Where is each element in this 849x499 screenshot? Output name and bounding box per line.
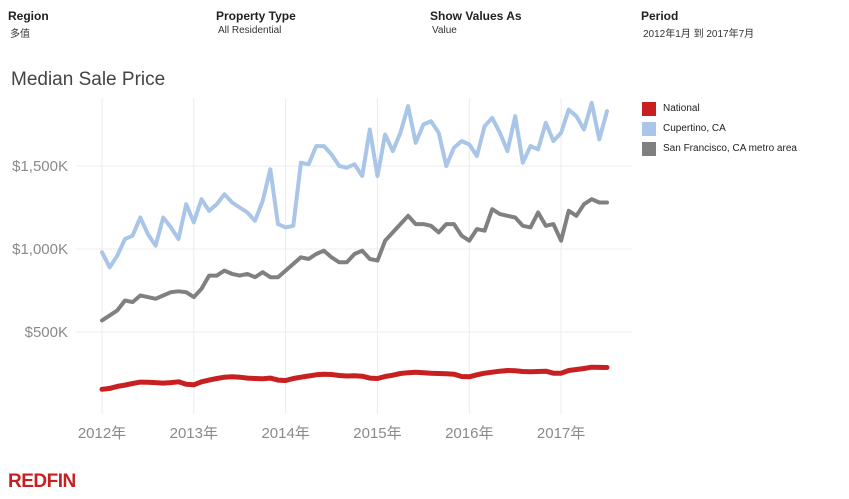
filter-bar: Region 多值 Property Type All Residential … (0, 0, 849, 40)
legend-swatch-san-francisco (642, 142, 656, 156)
period-filter-value[interactable]: 2012年1月 到 2017年7月 (643, 29, 755, 40)
region-filter-value[interactable]: 多值 (10, 29, 30, 40)
legend-swatch-national (642, 102, 656, 116)
x-tick-label: 2013年 (170, 425, 218, 442)
legend-label-san-francisco: San Francisco, CA metro area (663, 143, 797, 154)
y-tick-label: $500K (25, 324, 68, 341)
legend-label-cupertino: Cupertino, CA (663, 123, 726, 134)
san-francisco-line[interactable] (100, 197, 609, 323)
x-tick-label: 2016年 (445, 425, 493, 442)
x-tick-label: 2014年 (261, 425, 309, 442)
period-filter[interactable]: Period 2012年1月 到 2017年7月 (641, 9, 754, 40)
property-type-filter-label: Property Type (216, 9, 296, 23)
y-tick-label: $1,000K (12, 241, 68, 258)
cupertino-line[interactable] (100, 100, 609, 270)
national-line[interactable] (99, 364, 610, 392)
property-type-filter[interactable]: Property Type All Residential (216, 9, 296, 36)
series-lines (99, 100, 610, 392)
x-tick-label: 2015年 (353, 425, 401, 442)
axis-labels: 2012年 2013年 2014年 2015年 2016年 2017年 $500K $1,00… (12, 158, 585, 442)
region-filter[interactable]: Region 多值 (8, 9, 49, 40)
region-filter-label: Region (8, 9, 49, 23)
legend-swatch-cupertino (642, 122, 656, 136)
show-values-as-filter-label: Show Values As (430, 9, 522, 23)
chart-title: Median Sale Price (11, 69, 166, 90)
y-tick-label: $1,500K (12, 158, 68, 175)
property-type-filter-value[interactable]: All Residential (218, 25, 282, 36)
show-values-as-filter-value[interactable]: Value (432, 25, 457, 36)
x-tick-label: 2012年 (78, 425, 126, 442)
redfin-logo[interactable]: REDFIN (8, 471, 76, 492)
legend-label-national: National (663, 103, 700, 114)
show-values-as-filter[interactable]: Show Values As Value (430, 9, 522, 36)
period-filter-label: Period (641, 9, 679, 23)
x-tick-label: 2017年 (537, 425, 585, 442)
